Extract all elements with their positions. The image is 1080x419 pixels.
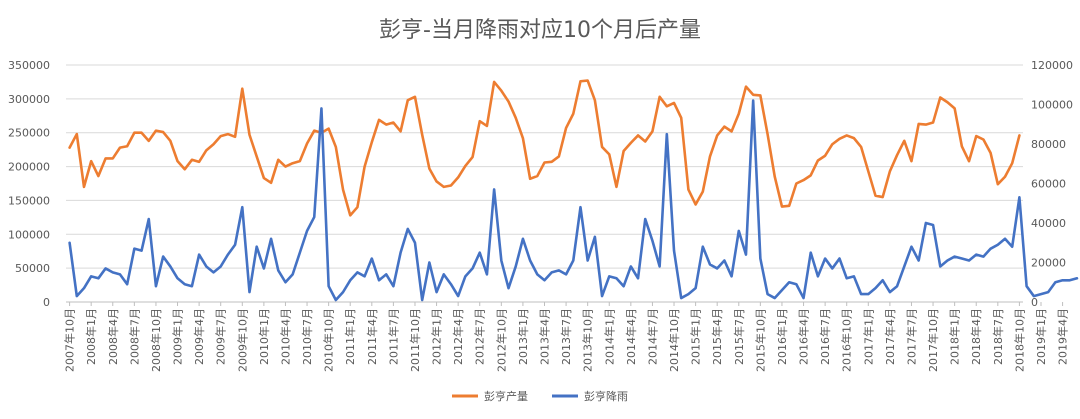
x-tick-label: 2017年4月 [883,308,897,365]
x-tick-label: 2009年4月 [192,308,206,365]
x-tick-label: 2014年4月 [624,308,638,365]
right-tick-label: 60000 [1031,178,1066,191]
x-tick-label: 2016年10月 [840,308,854,372]
left-tick-label: 100000 [8,228,50,241]
x-tick-label: 2010年10月 [322,308,336,372]
x-tick-label: 2018年1月 [948,308,962,365]
x-tick-label: 2013年4月 [538,308,552,365]
x-tick-label: 2007年10月 [63,308,77,372]
x-tick-label: 2010年7月 [300,308,314,365]
x-tick-label: 2013年7月 [559,308,573,365]
x-tick-label: 2014年1月 [602,308,616,365]
x-tick-label: 2015年7月 [732,308,746,365]
x-tick-label: 2009年10月 [235,308,249,372]
x-tick-label: 2019年4月 [1056,308,1070,365]
x-tick-label: 2016年4月 [797,308,811,365]
series-layer [68,79,1079,302]
x-tick-label: 2011年7月 [386,308,400,365]
x-tick-label: 2011年4月 [365,308,379,365]
x-tick-label: 2013年1月 [516,308,530,365]
x-tick-label: 2008年10月 [149,308,163,372]
right-tick-label: 20000 [1031,257,1066,270]
x-tick-label: 2012年4月 [451,308,465,365]
x-tick-label: 2011年10月 [408,308,422,372]
chart-title: 彭亨-当月降雨对应10个月后产量 [379,18,701,43]
x-tick-label: 2012年10月 [494,308,508,372]
legend-label: 彭亨降雨 [584,389,628,403]
x-tick-label: 2016年1月 [775,308,789,365]
gridlines [66,64,1023,303]
x-tick-label: 2018年7月 [991,308,1005,365]
x-tick-label: 2011年1月 [343,308,357,365]
x-tick-label: 2015年4月 [710,308,724,365]
left-tick-label: 250000 [8,127,50,140]
x-tick-label: 2017年7月 [904,308,918,365]
left-tick-label: 200000 [8,161,50,174]
right-tick-label: 40000 [1031,217,1066,230]
left-axis: 0 50000 100000 150000 200000 250000 300000 3500… [8,59,50,309]
x-tick-label: 2010年1月 [257,308,271,365]
left-tick-label: 150000 [8,194,50,207]
x-tick-label: 2015年10月 [753,308,767,372]
x-tick-label: 2018年4月 [969,308,983,365]
right-tick-label: 120000 [1031,59,1073,72]
x-tick-label: 2010年4月 [278,308,292,365]
x-tick-label: 2012年7月 [473,308,487,365]
left-tick-label: 300000 [8,93,50,106]
x-tick-label: 2008年7月 [127,308,141,365]
legend-label: 彭亨产量 [484,389,528,403]
x-tick-label: 2013年10月 [581,308,595,372]
right-tick-label: 0 [1031,296,1038,309]
x-tick-label: 2009年1月 [171,308,185,365]
x-tick-label: 2008年1月 [84,308,98,365]
left-tick-label: 50000 [15,262,50,275]
x-tick-label: 2008年4月 [106,308,120,365]
x-tick-label: 2017年10月 [926,308,940,372]
x-axis: 2007年10月 2008年1月 2008年4月 2008年7月 2008年10月 200… [63,301,1070,372]
left-tick-label: 0 [43,296,50,309]
x-tick-label: 2016年7月 [818,308,832,365]
series-line-rainfall [68,99,1079,302]
x-tick-label: 2018年10月 [1012,308,1026,372]
series-line-production [68,79,1021,217]
x-tick-label: 2015年1月 [689,308,703,365]
x-tick-label: 2019年1月 [1034,308,1048,365]
left-tick-label: 350000 [8,59,50,72]
x-tick-label: 2014年7月 [645,308,659,365]
legend: 彭亨产量 彭亨降雨 [452,389,628,403]
x-tick-label: 2014年10月 [667,308,681,372]
x-tick-label: 2017年1月 [861,308,875,365]
right-tick-label: 80000 [1031,138,1066,151]
x-tick-label: 2009年7月 [214,308,228,365]
right-axis: 0 20000 40000 60000 80000 100000 120000 [1031,59,1073,309]
right-tick-label: 100000 [1031,99,1073,112]
x-tick-label: 2012年1月 [430,308,444,365]
